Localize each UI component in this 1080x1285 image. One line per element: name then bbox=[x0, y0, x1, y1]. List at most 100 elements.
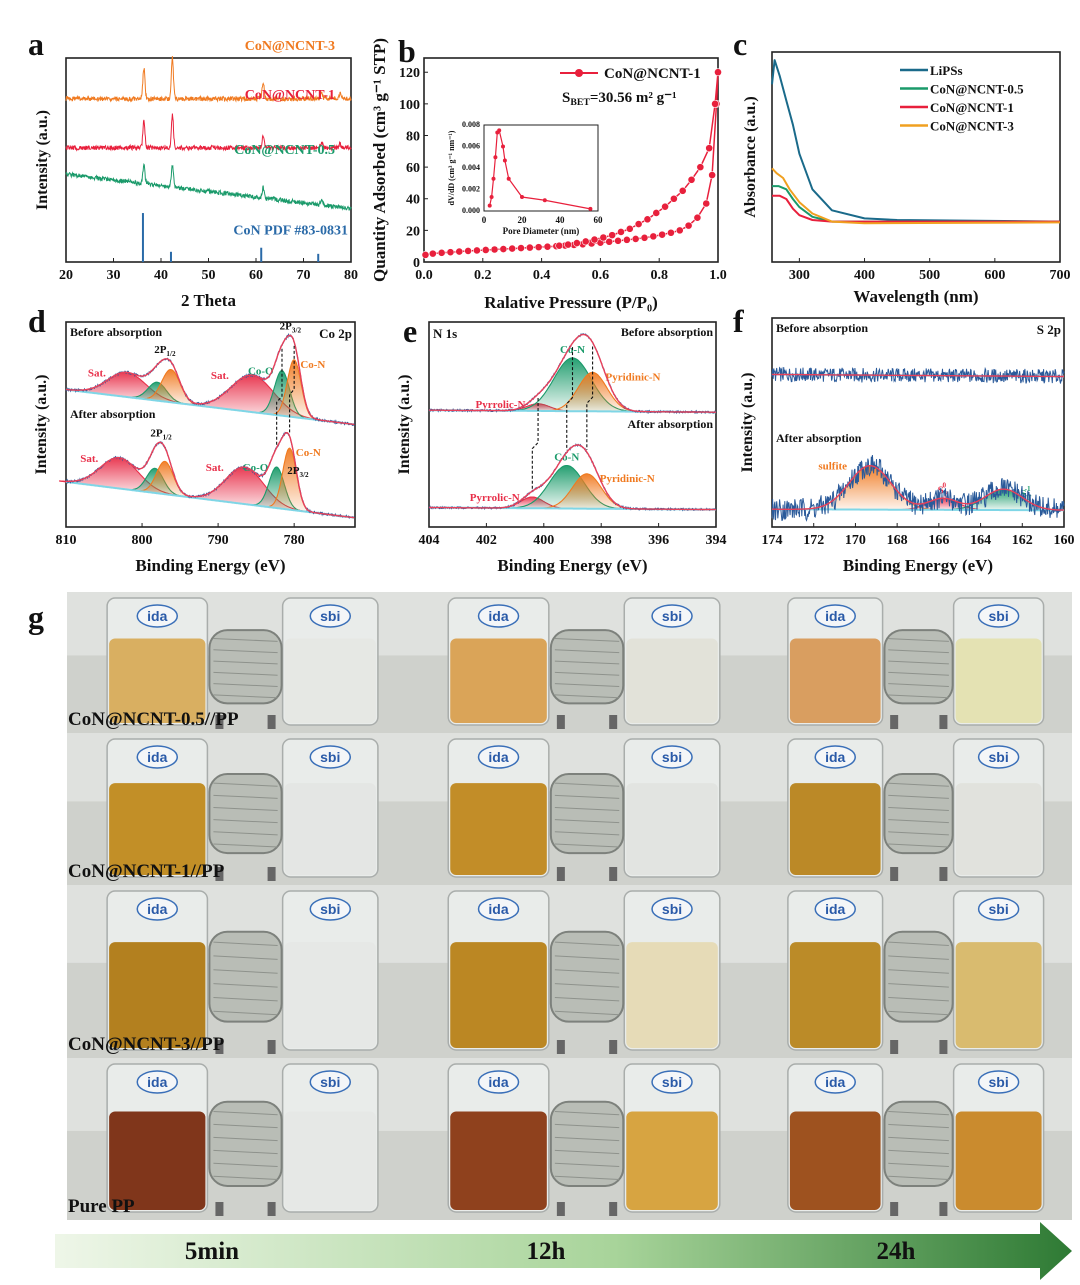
clamp-wire bbox=[213, 819, 278, 824]
clamp-wire bbox=[554, 955, 620, 960]
panel-g-photos: g ida sbi ida sbi ida sbi CoN@NCNT-0.5//PP ida sb… bbox=[28, 592, 1072, 1280]
adsorption-point bbox=[534, 243, 543, 252]
inset-point bbox=[501, 144, 505, 149]
right-badge-label: sbi bbox=[662, 608, 682, 624]
right-solution bbox=[284, 638, 376, 723]
clamp-leg bbox=[609, 867, 618, 881]
baseline-line bbox=[772, 508, 1064, 512]
clamp-leg bbox=[890, 715, 899, 729]
right-badge-label: sbi bbox=[662, 901, 682, 917]
plot-frame bbox=[428, 321, 717, 528]
adsorption-point bbox=[437, 248, 446, 257]
component-label: sulfite bbox=[818, 461, 847, 473]
clamp-wire bbox=[554, 638, 620, 642]
x-tick-label: 160 bbox=[1054, 533, 1075, 548]
separator-clamp bbox=[208, 629, 283, 705]
spectrum-title: After absorption bbox=[628, 417, 714, 431]
x-tick-label: 168 bbox=[887, 533, 908, 548]
reference-label: CoN PDF #83-0831 bbox=[233, 223, 348, 238]
desorption-point bbox=[678, 186, 687, 195]
sample-label: Pure PP bbox=[68, 1196, 135, 1217]
inset-point bbox=[520, 195, 524, 200]
xrd-series-line bbox=[65, 56, 352, 103]
right-solution bbox=[955, 942, 1042, 1048]
clamp-wire bbox=[888, 683, 949, 687]
x-tick-label: 70 bbox=[297, 268, 311, 283]
left-badge-label: ida bbox=[488, 901, 508, 917]
left-badge bbox=[814, 604, 856, 628]
desorption-point bbox=[652, 209, 661, 217]
right-badge-label: sbi bbox=[320, 901, 340, 917]
x-tick-label: 50 bbox=[202, 268, 216, 283]
panel-b-bet: 0.0 0.2 0.4 0.6 0.8 1.0 0 20 40 60 80 100 120 Ralativ… bbox=[370, 33, 727, 312]
time-label: 12h bbox=[527, 1238, 566, 1265]
right-badge-label: sbi bbox=[988, 901, 1008, 917]
x-tick-label: 300 bbox=[789, 268, 810, 283]
x-tick-label: 30 bbox=[107, 268, 121, 283]
photo-cell: ida sbi bbox=[408, 733, 750, 885]
inset-y-tick-label: 0.002 bbox=[462, 185, 480, 194]
clamp-wire bbox=[213, 638, 278, 642]
legend-label: CoN@NCNT-1 bbox=[930, 100, 1014, 115]
adsorption-point bbox=[693, 213, 702, 222]
inset-y-tick-label: 0.008 bbox=[462, 120, 480, 129]
desorption-point bbox=[572, 239, 581, 247]
fit-envelope-line bbox=[772, 465, 1065, 511]
clamp-wire bbox=[888, 782, 949, 787]
component-label: Pyrrolic-N bbox=[470, 492, 520, 504]
spectrum-title: Before absorption bbox=[776, 321, 868, 335]
y-tick-label: 100 bbox=[399, 98, 420, 113]
x-tick-label: 170 bbox=[845, 533, 866, 548]
peak-annotation: 2P3/2 bbox=[287, 465, 309, 479]
photo-cell: ida sbi bbox=[408, 592, 750, 733]
left-badge bbox=[814, 897, 856, 921]
desorption-point bbox=[625, 224, 634, 233]
clamp-wire bbox=[213, 694, 278, 699]
inset-x-tick-label: 20 bbox=[518, 215, 528, 225]
left-badge bbox=[136, 897, 179, 921]
clamp-wire bbox=[213, 843, 278, 848]
xrd-series-label: CoN@NCNT-0.5 bbox=[234, 143, 335, 158]
separator-clamp bbox=[883, 930, 954, 1023]
adsorption-point bbox=[525, 243, 534, 252]
fit-envelope-line bbox=[772, 373, 1064, 378]
x-tick-label: 0.6 bbox=[592, 268, 610, 283]
desorption-point bbox=[555, 241, 564, 250]
clamp-wire bbox=[888, 969, 949, 974]
clamp-leg bbox=[556, 867, 565, 881]
clamp-leg bbox=[609, 1202, 618, 1216]
time-label: 5min bbox=[185, 1238, 239, 1265]
clamp-wire bbox=[213, 996, 278, 1002]
clamp-wire bbox=[554, 1136, 620, 1142]
clamp-wire bbox=[888, 1010, 949, 1016]
spectrum-after: Sat. Sat. Co-O Co-N 2P1/2 2P3/2 After absorpti… bbox=[59, 407, 355, 520]
clamp-leg bbox=[556, 1040, 565, 1054]
adsorption-point bbox=[508, 244, 517, 253]
peak-annotation: 2P1/2 bbox=[154, 344, 176, 358]
right-badge bbox=[651, 897, 693, 921]
x-axis-label: 2 Theta bbox=[181, 291, 236, 310]
left-solution bbox=[109, 1111, 206, 1210]
clamp-wire bbox=[554, 831, 620, 836]
clamp-leg bbox=[267, 1202, 276, 1216]
clamp-wire bbox=[888, 941, 949, 947]
right-badge bbox=[309, 897, 352, 921]
clamp-wire bbox=[213, 660, 278, 665]
clamp-wire bbox=[554, 996, 620, 1002]
clamp-wire bbox=[554, 843, 620, 848]
component-label: Co-N bbox=[300, 359, 325, 371]
xrd-series-line bbox=[65, 113, 352, 152]
x-tick-label: 174 bbox=[762, 533, 783, 548]
clamp-wire bbox=[213, 831, 278, 836]
left-solution bbox=[789, 942, 881, 1048]
left-badge bbox=[814, 745, 856, 769]
clamp-wire bbox=[213, 1110, 278, 1116]
right-badge bbox=[309, 745, 352, 769]
fit-envelope-line bbox=[429, 444, 716, 511]
inset-x-tick-label: 0 bbox=[482, 215, 487, 225]
y-axis-label: Quantity Adsorbed (cm³ g⁻¹ STP) bbox=[370, 38, 389, 282]
y-tick-label: 60 bbox=[406, 161, 420, 176]
component-label: Sat. bbox=[88, 367, 106, 379]
clamp-wire bbox=[213, 983, 278, 988]
desorption-point bbox=[711, 99, 719, 108]
